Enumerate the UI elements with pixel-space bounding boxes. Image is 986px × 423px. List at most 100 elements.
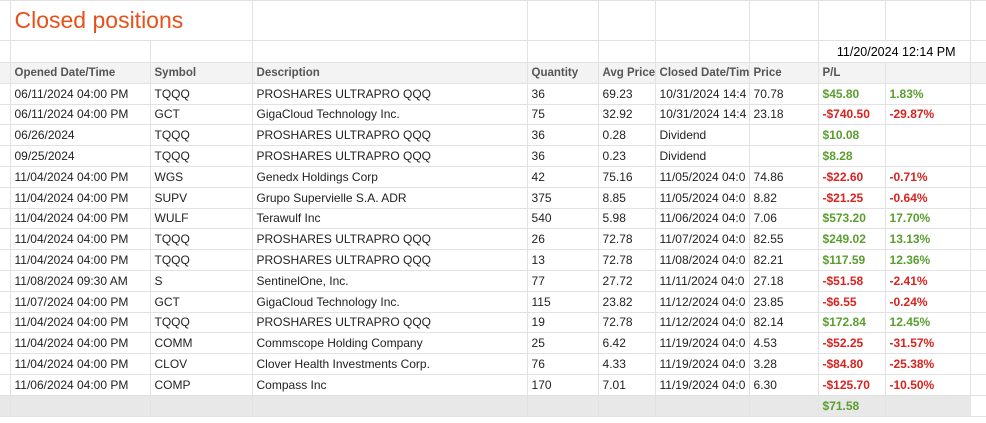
cell: TQQQ — [149, 82, 253, 105]
cell: $249.02 — [817, 228, 886, 251]
cell: 1.83% — [884, 82, 971, 105]
cell: SentinelOne, Inc. — [251, 269, 528, 292]
cell — [969, 332, 986, 355]
cell: TQQQ — [149, 124, 253, 147]
cell: 11/08/2024 09:30 AM — [9, 269, 151, 292]
cell: 19 — [526, 311, 599, 334]
cell: 77 — [526, 269, 599, 292]
cell: 06/26/2024 — [9, 124, 151, 147]
cell: Dividend — [654, 124, 750, 147]
cell: $45.80 — [817, 82, 886, 105]
cell: 4.33 — [597, 353, 656, 375]
gutter — [0, 165, 11, 188]
cell: 26 — [526, 228, 599, 251]
data-row: 11/04/2024 04:00 PM TQQQ PROSHARES ULTRAPR… — [0, 228, 986, 251]
cell: PROSHARES ULTRAPRO QQQ — [251, 145, 528, 167]
cell: 13 — [526, 249, 599, 271]
timestamp-row: 11/20/2024 12:14 PM — [0, 40, 986, 63]
cell: Genedx Holdings Corp — [251, 165, 528, 188]
column-header: Avg Price — [597, 62, 656, 84]
column-header: Symbol — [149, 62, 253, 84]
gutter — [0, 103, 11, 126]
cell: 25 — [526, 332, 599, 355]
gutter — [0, 269, 11, 292]
gutter — [0, 249, 11, 271]
cell: 23.85 — [748, 290, 819, 313]
cell — [969, 62, 986, 84]
cell — [969, 249, 986, 271]
cell: 09/25/2024 — [9, 145, 151, 167]
cell: -$51.58 — [817, 269, 886, 292]
cell: 72.78 — [597, 228, 656, 251]
cell: $117.59 — [817, 249, 886, 271]
gutter — [0, 124, 11, 147]
cell — [884, 62, 971, 84]
cell: Clover Health Investments Corp. — [251, 353, 528, 375]
cell: PROSHARES ULTRAPRO QQQ — [251, 311, 528, 334]
cell: 42 — [526, 165, 599, 188]
cell: 82.55 — [748, 228, 819, 251]
cell: GigaCloud Technology Inc. — [251, 103, 528, 126]
cell: 36 — [526, 145, 599, 167]
cell: -$740.50 — [817, 103, 886, 126]
gutter — [0, 145, 11, 167]
cell: -10.50% — [884, 373, 971, 396]
gutter — [0, 186, 11, 209]
cell: 06/11/2024 04:00 PM — [9, 103, 151, 126]
cell: 0.28 — [597, 124, 656, 147]
cell: GCT — [149, 103, 253, 126]
cell — [654, 394, 750, 417]
cell: 17.70% — [884, 207, 971, 230]
data-row: 06/11/2024 04:00 PM TQQQ PROSHARES ULTRAPR… — [0, 82, 986, 105]
cell: -$84.80 — [817, 353, 886, 375]
data-row: 11/08/2024 09:30 AM S SentinelOne, Inc. 77 2… — [0, 269, 986, 292]
title-row: Closed positions — [0, 0, 986, 41]
column-header: Price — [748, 62, 819, 84]
cell — [969, 103, 986, 126]
cell — [969, 82, 986, 105]
cell: 8.82 — [748, 186, 819, 209]
cell: -25.38% — [884, 353, 971, 375]
gutter — [0, 207, 11, 230]
cell: 11/04/2024 04:00 PM — [9, 186, 151, 209]
cell — [748, 145, 819, 167]
cell — [969, 186, 986, 209]
column-header: Quantity — [526, 62, 599, 84]
cell: 115 — [526, 290, 599, 313]
cell: TQQQ — [149, 228, 253, 251]
cell: -31.57% — [884, 332, 971, 355]
cell — [526, 394, 599, 417]
cell: 82.14 — [748, 311, 819, 334]
cell: 375 — [526, 186, 599, 209]
cell: -$21.25 — [817, 186, 886, 209]
cell — [969, 353, 986, 375]
cell: 11/12/2024 04:0 — [654, 311, 750, 334]
cell: PROSHARES ULTRAPRO QQQ — [251, 228, 528, 251]
cell: PROSHARES ULTRAPRO QQQ — [251, 82, 528, 105]
cell — [969, 165, 986, 188]
cell: 27.18 — [748, 269, 819, 292]
gutter — [0, 290, 11, 313]
cell: 75.16 — [597, 165, 656, 188]
cell: 11/04/2024 04:00 PM — [9, 228, 151, 251]
cell: 11/11/2024 04:0 — [654, 269, 750, 292]
gutter — [0, 62, 11, 84]
cell: $8.28 — [817, 145, 886, 167]
cell: 11/04/2024 04:00 PM — [9, 207, 151, 230]
cell: 11/12/2024 04:0 — [654, 290, 750, 313]
cell: 10/31/2024 14:4 — [654, 103, 750, 126]
data-row: 11/07/2024 04:00 PM GCT GigaCloud Technolo… — [0, 290, 986, 313]
cell: 27.72 — [597, 269, 656, 292]
cell — [748, 394, 819, 417]
cell: 23.18 — [748, 103, 819, 126]
cell — [969, 124, 986, 147]
column-header: P/L — [817, 62, 886, 84]
cell: 11/07/2024 04:0 — [654, 228, 750, 251]
cell — [969, 394, 986, 417]
cell — [969, 207, 986, 230]
cell: 72.78 — [597, 249, 656, 271]
cell: 12.36% — [884, 249, 971, 271]
cell: 6.30 — [748, 373, 819, 396]
cell: Terawulf Inc — [251, 207, 528, 230]
